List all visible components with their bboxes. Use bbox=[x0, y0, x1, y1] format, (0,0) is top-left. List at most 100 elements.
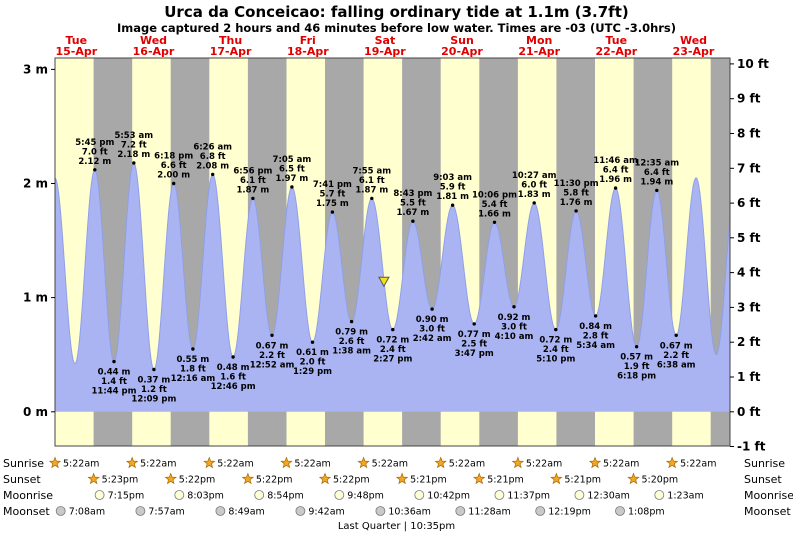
day-label-weekday: Sun bbox=[450, 34, 474, 47]
tide-annotation: 2.2 ft bbox=[663, 351, 689, 361]
tide-extreme-dot bbox=[290, 185, 294, 189]
tide-annotation: 6:18 pm bbox=[617, 372, 656, 382]
tide-annotation: 1:29 pm bbox=[293, 367, 332, 377]
moonset-time: 11:28am bbox=[468, 507, 510, 518]
tide-annotation: 6.4 ft bbox=[644, 168, 670, 178]
sunset-star-icon bbox=[550, 472, 563, 485]
sunrise-time: 5:22am bbox=[680, 459, 716, 470]
tide-extreme-dot bbox=[112, 359, 116, 364]
tide-annotation: 7:41 pm bbox=[313, 180, 352, 190]
tide-annotation: 1.94 m bbox=[640, 177, 673, 187]
tide-annotation: 5.5 ft bbox=[400, 199, 426, 209]
tide-annotation: 7.2 ft bbox=[121, 141, 147, 151]
sunset-star-icon bbox=[87, 472, 100, 485]
tide-annotation: 0.57 m bbox=[620, 353, 653, 363]
tide-extreme-dot bbox=[674, 333, 678, 337]
moonrise-moon-icon bbox=[494, 490, 505, 500]
sunrise-star-icon bbox=[125, 456, 139, 469]
tide-annotation: 5.9 ft bbox=[440, 183, 466, 193]
tide-annotation: 1.87 m bbox=[355, 185, 388, 195]
tide-extreme-dot bbox=[492, 220, 497, 224]
sunrise-star-icon bbox=[434, 456, 447, 469]
y-axis-left-tick: 3 m bbox=[23, 62, 48, 76]
current-tide-marker bbox=[378, 276, 390, 288]
tide-annotation: 6:38 am bbox=[657, 360, 696, 370]
sunrise-star-icon bbox=[48, 456, 62, 469]
sunrise-time: 5:22am bbox=[217, 459, 253, 470]
page-title: Urca da Conceicao: falling ordinary tide… bbox=[164, 3, 629, 21]
moonset-time: 9:42am bbox=[308, 507, 344, 518]
day-label-date: 18-Apr bbox=[287, 45, 329, 58]
tide-annotation: 5.7 ft bbox=[320, 190, 346, 200]
tide-extreme-dot bbox=[310, 340, 315, 344]
tide-extreme-dot bbox=[93, 168, 97, 172]
tide-annotation: 12:09 pm bbox=[131, 395, 176, 405]
moonset-time: 10:36am bbox=[388, 507, 430, 518]
tide-annotation: 3:47 pm bbox=[455, 349, 494, 359]
tide-annotation: 6:56 pm bbox=[233, 166, 272, 176]
tide-extreme-dot bbox=[472, 322, 476, 326]
moonrise-time: 7:15pm bbox=[108, 491, 145, 502]
sunset-time: 5:22pm bbox=[333, 475, 370, 486]
sunrise-label-right: Sunrise bbox=[744, 457, 786, 470]
y-axis-right-tick: 6 ft bbox=[737, 196, 761, 210]
sunset-star-icon bbox=[395, 472, 409, 485]
tide-annotation: 6.1 ft bbox=[240, 176, 266, 186]
moonset-time: 7:08am bbox=[69, 507, 105, 518]
tide-annotation: 1.97 m bbox=[276, 174, 309, 184]
tide-annotation: 0.77 m bbox=[458, 330, 491, 340]
tide-annotation: 0.72 m bbox=[539, 336, 572, 346]
tide-annotation: 6.5 ft bbox=[279, 165, 305, 175]
moonrise-moon-icon bbox=[94, 490, 105, 500]
tide-annotation: 2.00 m bbox=[157, 171, 190, 181]
day-label-date: 23-Apr bbox=[673, 45, 715, 58]
sunset-label-left: Sunset bbox=[3, 473, 41, 486]
tide-annotation: 9:03 am bbox=[433, 173, 472, 183]
sunrise-star-icon bbox=[511, 456, 525, 469]
tide-annotation: 0.37 m bbox=[138, 376, 171, 386]
y-axis-right-tick: 0 ft bbox=[737, 405, 761, 419]
tide-extreme-dot bbox=[450, 203, 455, 207]
sunset-time: 5:23pm bbox=[102, 475, 139, 486]
moonset-moon-icon bbox=[615, 506, 625, 516]
y-axis-right-tick: 3 ft bbox=[737, 300, 761, 314]
moonset-moon-icon bbox=[55, 506, 66, 516]
moonset-label-right: Moonset bbox=[744, 505, 791, 518]
sunrise-time: 5:22am bbox=[372, 459, 408, 470]
moonrise-time: 9:48pm bbox=[347, 491, 384, 502]
tide-annotation: 2:42 am bbox=[413, 334, 452, 344]
y-axis-right-tick: 4 ft bbox=[737, 266, 761, 280]
tide-annotation: 0.61 m bbox=[296, 348, 329, 358]
tide-annotation: 1.67 m bbox=[397, 208, 430, 218]
moonset-time: 7:57am bbox=[148, 507, 184, 518]
tide-annotation: 1.6 ft bbox=[220, 373, 246, 383]
moonset-time: 12:19pm bbox=[548, 507, 591, 518]
tide-annotation: 5.4 ft bbox=[482, 200, 508, 210]
day-label-date: 22-Apr bbox=[595, 45, 637, 58]
tide-extreme-dot bbox=[512, 305, 516, 309]
tide-extreme-dot bbox=[349, 319, 354, 324]
sunrise-star-icon bbox=[203, 456, 216, 469]
tide-annotation: 6:18 pm bbox=[154, 152, 193, 162]
tide-annotation: 5:53 am bbox=[114, 131, 153, 141]
y-axis-right-tick: 10 ft bbox=[737, 57, 769, 71]
tide-extreme-dot bbox=[191, 347, 195, 351]
y-axis-left-tick: 0 m bbox=[23, 405, 48, 419]
tide-annotation: 6.4 ft bbox=[603, 166, 629, 176]
sunset-time: 5:21pm bbox=[564, 475, 601, 486]
tide-annotation: 6.0 ft bbox=[521, 180, 547, 190]
moonrise-moon-icon bbox=[174, 490, 185, 500]
moonset-time: 8:49am bbox=[228, 507, 264, 518]
sunset-time: 5:21pm bbox=[487, 475, 524, 486]
tide-annotation: 1.9 ft bbox=[624, 362, 650, 372]
tide-annotation: 11:46 am bbox=[593, 156, 638, 166]
sunset-time: 5:22pm bbox=[256, 475, 293, 486]
day-label-weekday: Sat bbox=[375, 34, 396, 47]
day-label-weekday: Tue bbox=[66, 34, 88, 47]
moonrise-moon-icon bbox=[414, 490, 425, 500]
moonrise-label-right: Moonrise bbox=[744, 489, 793, 502]
sunrise-time: 5:22am bbox=[63, 459, 99, 470]
day-label-weekday: Mon bbox=[526, 34, 552, 47]
tide-annotation: 2.08 m bbox=[196, 161, 229, 171]
